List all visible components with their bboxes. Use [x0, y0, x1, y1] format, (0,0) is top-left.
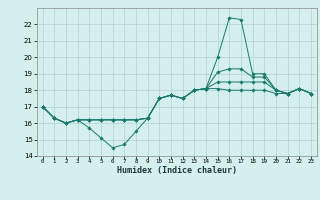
X-axis label: Humidex (Indice chaleur): Humidex (Indice chaleur) — [117, 166, 237, 175]
